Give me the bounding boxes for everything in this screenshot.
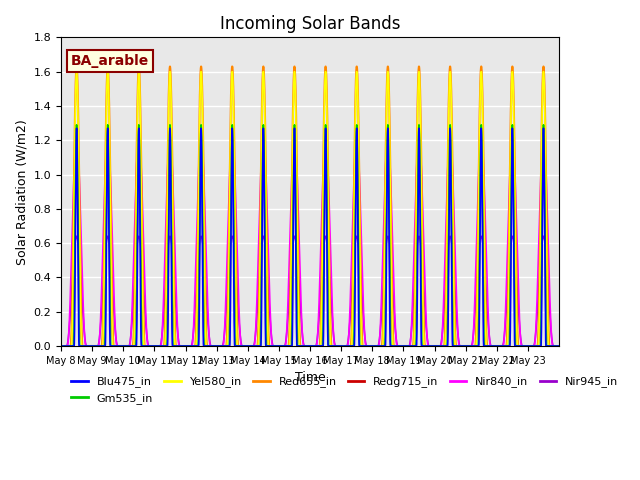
Title: Incoming Solar Bands: Incoming Solar Bands xyxy=(220,15,400,33)
X-axis label: Time: Time xyxy=(294,372,325,384)
Legend: Blu475_in, Gm535_in, Yel580_in, Red655_in, Redg715_in, Nir840_in, Nir945_in: Blu475_in, Gm535_in, Yel580_in, Red655_i… xyxy=(67,372,623,408)
Text: BA_arable: BA_arable xyxy=(71,54,149,68)
Y-axis label: Solar Radiation (W/m2): Solar Radiation (W/m2) xyxy=(15,119,28,264)
